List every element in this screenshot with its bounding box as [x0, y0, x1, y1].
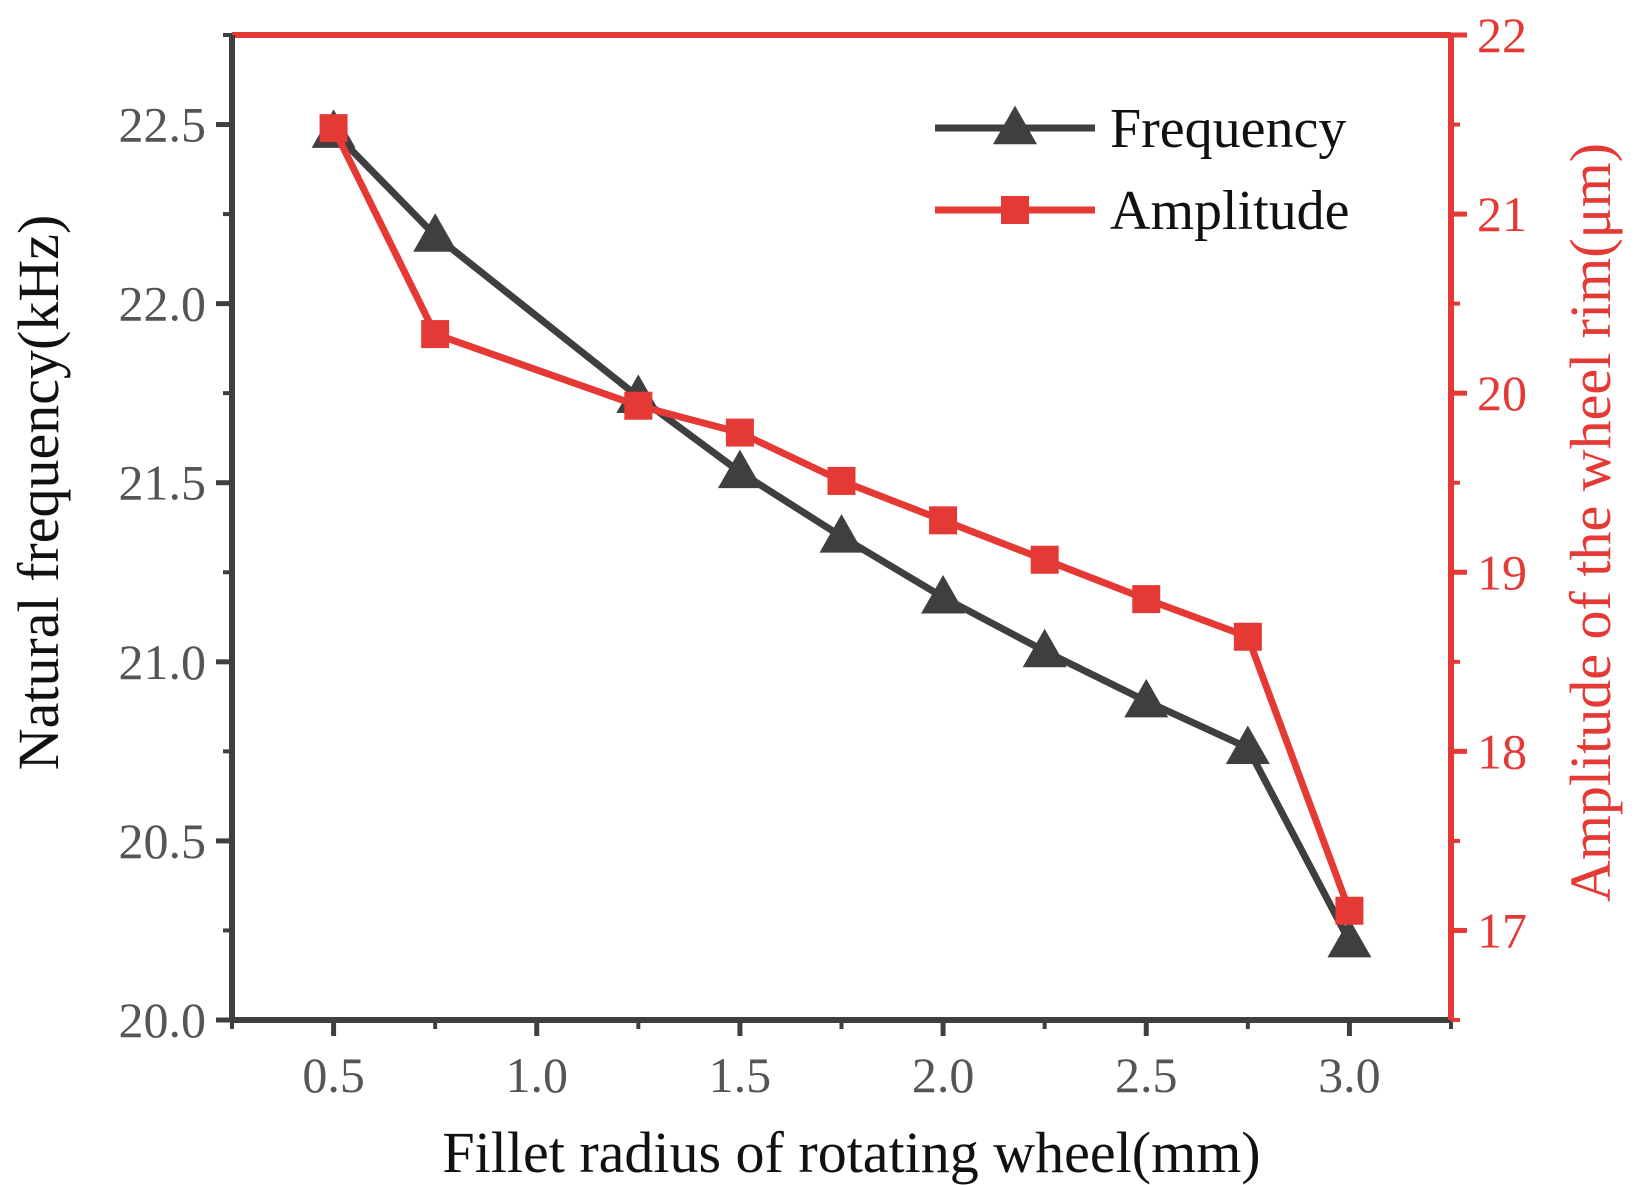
data-point-triangle: [1124, 678, 1169, 718]
data-point-triangle: [717, 449, 762, 489]
legend-item-amplitude: Amplitude: [935, 180, 1350, 242]
data-point-square: [929, 506, 958, 535]
y-tick-label: 20.0: [119, 992, 207, 1048]
series-amplitude: [319, 114, 1364, 925]
y2-tick-label: 19: [1477, 544, 1527, 600]
y2-axis-title: Amplitude of the wheel rim(μm): [1558, 143, 1623, 902]
x-axis-title: Fillet radius of rotating wheel(mm): [442, 1120, 1260, 1185]
y-tick-label: 22.0: [119, 276, 207, 332]
y-tick-label: 21.0: [119, 634, 207, 690]
legend-marker-square: [1001, 196, 1029, 224]
y2-tick-label: 18: [1477, 723, 1527, 779]
data-point-triangle: [819, 514, 864, 553]
y-tick-label: 22.5: [119, 97, 207, 153]
x-tick-label: 1.0: [506, 1047, 569, 1103]
axes-layer: 0.5 1.0 1.5 2.0 2.5 3.0 20.0 20.5 21.0 21.5 22.0 22…: [6, 7, 1623, 1185]
y-axis-title: Natural frequency(kHz): [6, 215, 71, 771]
x-tick-label: 2.0: [912, 1047, 975, 1103]
data-point-triangle: [921, 575, 966, 614]
legend: Frequency Amplitude: [935, 98, 1350, 242]
data-point-square: [1233, 622, 1262, 651]
data-point-triangle: [1022, 628, 1067, 668]
legend-marker-triangle: [993, 105, 1037, 145]
data-point-square: [624, 391, 653, 420]
series-line-frequency: [331, 129, 1353, 943]
x-tick-label: 2.5: [1115, 1047, 1178, 1103]
x-tick-label: 3.0: [1318, 1047, 1381, 1103]
y2-tick-label: 20: [1477, 365, 1527, 421]
data-point-square: [1132, 585, 1161, 614]
legend-item-frequency: Frequency: [935, 98, 1346, 160]
data-point-square: [421, 320, 450, 349]
data-point-square: [1030, 545, 1059, 574]
y2-tick-label: 22: [1477, 7, 1527, 63]
legend-label: Amplitude: [1110, 180, 1350, 242]
series-layer: [311, 109, 1372, 958]
data-point-square: [725, 418, 754, 447]
y2-tick-label: 17: [1477, 902, 1527, 958]
y2-tick-label: 21: [1477, 186, 1527, 242]
x-tick-label: 1.5: [709, 1047, 772, 1103]
data-point-square: [319, 114, 348, 143]
data-point-triangle: [413, 213, 458, 252]
legend-label: Frequency: [1110, 98, 1346, 160]
data-point-triangle: [1225, 725, 1270, 764]
data-point-triangle: [1327, 918, 1372, 958]
data-point-square: [827, 466, 856, 495]
y-tick-label: 20.5: [119, 813, 207, 869]
data-point-square: [1335, 896, 1364, 925]
x-tick-label: 0.5: [302, 1047, 365, 1103]
series-line-amplitude: [330, 126, 1353, 913]
y-tick-label: 21.5: [119, 455, 207, 511]
